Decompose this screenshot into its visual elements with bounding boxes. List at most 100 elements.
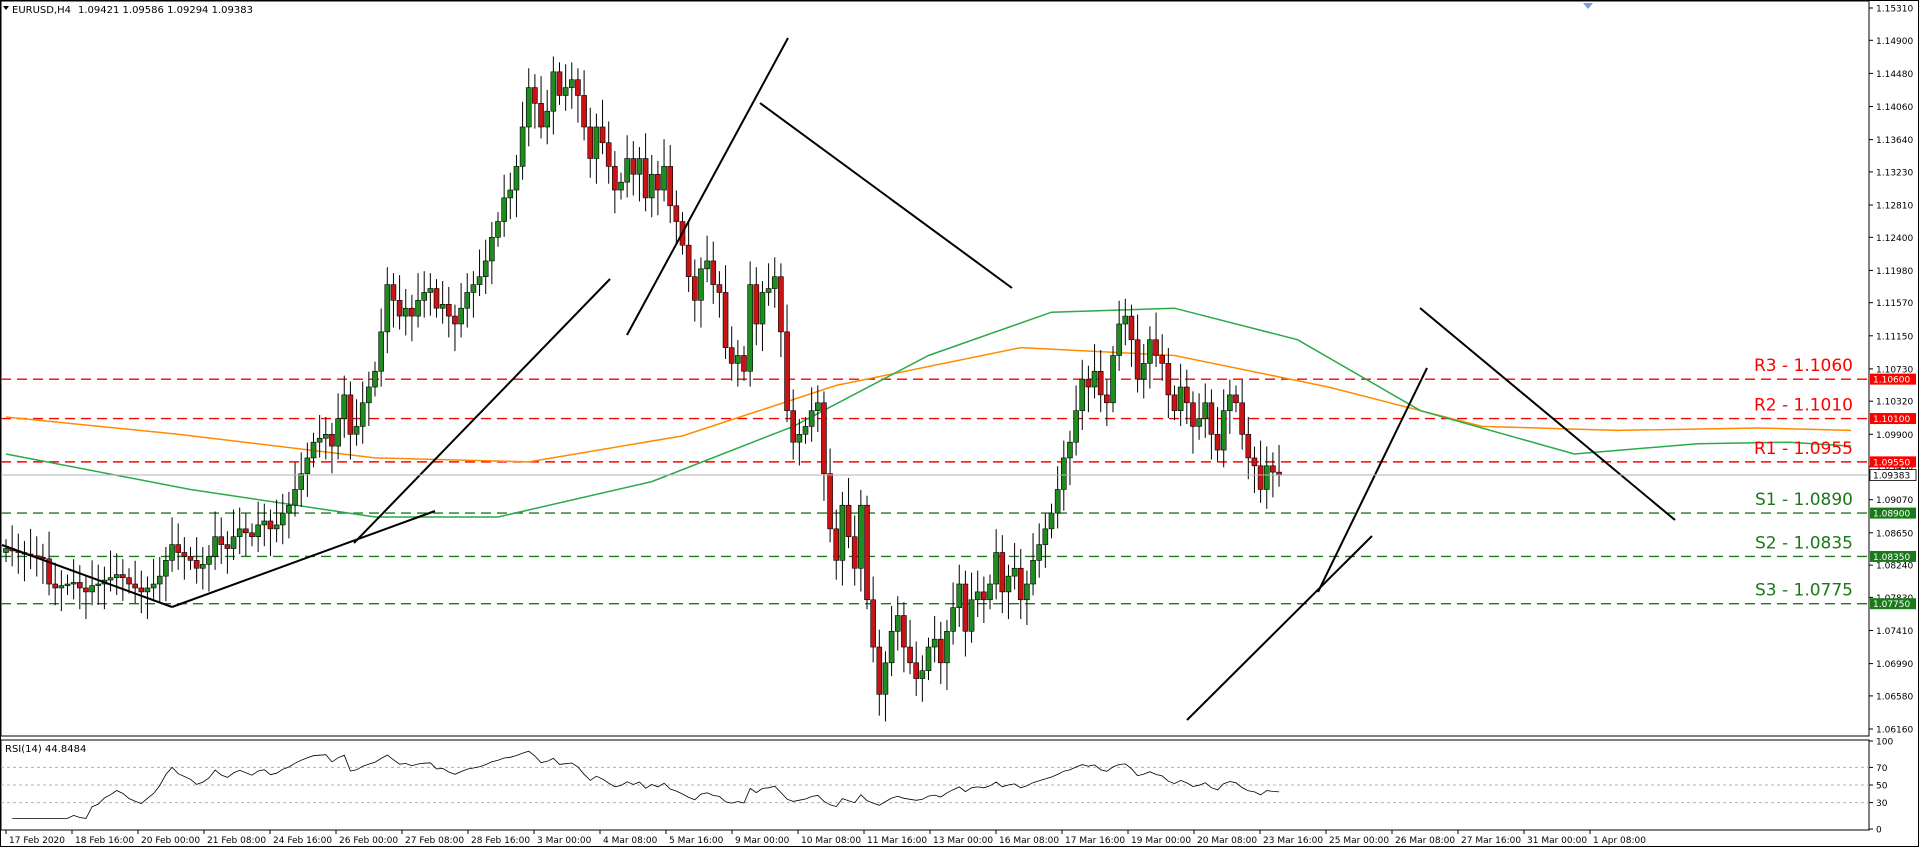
- candle: [925, 646, 932, 671]
- price-tag-box: [1870, 550, 1916, 562]
- time-tick-label: 17 Feb 2020: [9, 836, 65, 846]
- candle: [402, 307, 409, 317]
- candle: [464, 292, 471, 309]
- candle: [771, 276, 778, 289]
- candle: [1079, 378, 1086, 411]
- candle: [704, 260, 710, 270]
- candle: [913, 662, 920, 679]
- candle: [728, 347, 735, 364]
- candle: [409, 307, 415, 317]
- trendline[interactable]: [1317, 367, 1428, 593]
- candle: [956, 583, 963, 608]
- trendline[interactable]: [1419, 307, 1676, 521]
- candle: [1116, 323, 1122, 356]
- candle: [206, 556, 212, 565]
- time-tick-label: 26 Mar 08:00: [1395, 836, 1455, 846]
- candle: [1140, 363, 1147, 380]
- price-tick-label: 1.06990: [1876, 660, 1913, 670]
- candle: [298, 473, 305, 490]
- time-tick-label: 25 Mar 00:00: [1329, 836, 1389, 846]
- candle: [618, 181, 624, 191]
- candle: [181, 552, 188, 557]
- candle: [655, 173, 661, 191]
- trendline[interactable]: [759, 102, 1013, 289]
- candle: [691, 276, 698, 301]
- candle: [839, 504, 846, 561]
- candle: [64, 583, 71, 586]
- candle: [944, 630, 950, 664]
- candle: [722, 292, 729, 348]
- candle: [642, 158, 649, 199]
- candle: [710, 260, 717, 285]
- candle: [648, 173, 655, 199]
- candle: [458, 307, 464, 325]
- candle: [58, 585, 65, 589]
- candle: [1005, 575, 1012, 593]
- current-price-tag: 1.09383: [1873, 472, 1910, 482]
- candle: [390, 284, 397, 301]
- candle: [1067, 441, 1073, 459]
- level-labels: R3 - 1.1060 R2 - 1.1010 R1 - 1.0955 S1 - 1.…: [1754, 356, 1853, 601]
- candle: [70, 582, 77, 585]
- candle: [901, 615, 907, 648]
- candle: [378, 331, 384, 372]
- price-tag-box: [1870, 373, 1916, 385]
- candle: [1030, 560, 1036, 585]
- candle: [519, 126, 526, 167]
- candle: [1190, 402, 1196, 427]
- candle: [562, 87, 569, 96]
- candle: [341, 394, 348, 419]
- candle: [685, 244, 692, 278]
- candle: [421, 292, 428, 301]
- candle: [445, 303, 452, 317]
- candle: [1011, 567, 1018, 577]
- candle: [673, 205, 680, 222]
- price-tick-label: 1.14900: [1876, 37, 1913, 47]
- candle: [156, 575, 163, 585]
- candle: [1024, 583, 1030, 601]
- candle: [77, 582, 83, 589]
- shift-marker-icon[interactable]: [1583, 3, 1593, 9]
- candle: [1134, 339, 1141, 380]
- candle: [765, 288, 772, 293]
- candle: [132, 583, 138, 589]
- time-tick-label: 9 Mar 00:00: [735, 836, 790, 846]
- trendline[interactable]: [171, 510, 436, 608]
- trendline[interactable]: [353, 278, 611, 544]
- candle: [3, 548, 9, 553]
- candle: [1042, 528, 1049, 545]
- price-tick-label: 1.11570: [1876, 299, 1913, 309]
- candle: [1104, 394, 1110, 404]
- candle: [52, 583, 59, 589]
- candle: [175, 544, 181, 553]
- time-tick-label: 21 Feb 08:00: [207, 836, 266, 846]
- candle: [636, 158, 643, 175]
- trendline[interactable]: [626, 37, 789, 336]
- candle: [335, 418, 341, 447]
- candle: [525, 87, 532, 128]
- price-tag-s1: 1.08900: [1873, 510, 1910, 520]
- price-tick-label: 1.06580: [1876, 692, 1913, 702]
- candle: [452, 315, 458, 325]
- candle: [593, 126, 600, 159]
- candle: [372, 370, 378, 388]
- trendline[interactable]: [1186, 535, 1373, 721]
- price-tick-label: 1.08650: [1876, 529, 1913, 539]
- candle: [698, 268, 704, 301]
- candle: [1233, 394, 1239, 404]
- candle: [507, 189, 514, 199]
- trendline[interactable]: [1, 544, 173, 608]
- candle: [1036, 544, 1042, 561]
- candle: [1257, 465, 1264, 490]
- time-tick-label: 20 Mar 08:00: [1197, 836, 1257, 846]
- moving-average-orange: [5, 346, 1852, 463]
- price-panel: [0, 0, 1870, 737]
- candle: [931, 638, 938, 648]
- price-tick-label: 1.09490: [1876, 463, 1913, 473]
- price-axis: 1.15310 1.14900 1.14480 1.14060 1.13640 1.132…: [1869, 5, 1913, 736]
- candle: [605, 142, 612, 167]
- candle: [169, 544, 175, 561]
- chart-menu-icon[interactable]: [3, 6, 9, 10]
- candle: [1159, 355, 1165, 364]
- candle: [120, 574, 126, 579]
